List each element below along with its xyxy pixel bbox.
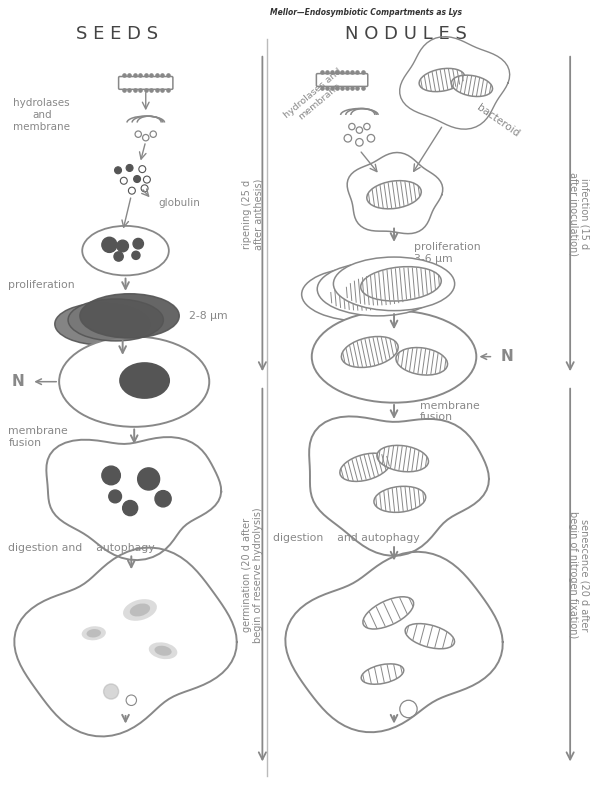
Ellipse shape — [452, 75, 492, 96]
Ellipse shape — [396, 347, 447, 375]
Text: Mellor—Endosymbiotic Compartments as Lys: Mellor—Endosymbiotic Compartments as Lys — [270, 9, 462, 17]
Circle shape — [115, 166, 122, 174]
Text: ripening (25 d
after anthesis): ripening (25 d after anthesis) — [242, 178, 264, 249]
Ellipse shape — [130, 604, 150, 616]
Text: N: N — [11, 374, 24, 389]
Circle shape — [103, 684, 119, 699]
Circle shape — [132, 251, 140, 260]
Text: digestion and    autophagy: digestion and autophagy — [8, 543, 155, 552]
Circle shape — [155, 491, 171, 507]
Ellipse shape — [367, 181, 421, 209]
Polygon shape — [347, 152, 443, 234]
Text: membrane
fusion: membrane fusion — [8, 426, 68, 448]
Ellipse shape — [80, 294, 179, 338]
Text: germination (20 d after
begin of reserve hydrolysis): germination (20 d after begin of reserve… — [242, 507, 264, 643]
Text: globulin: globulin — [158, 198, 200, 208]
Ellipse shape — [301, 267, 423, 321]
Ellipse shape — [149, 642, 177, 659]
Circle shape — [138, 468, 160, 490]
Text: membrane
fusion: membrane fusion — [420, 401, 480, 422]
Circle shape — [109, 490, 122, 503]
Circle shape — [123, 500, 138, 516]
Text: proliferation: proliferation — [8, 280, 75, 290]
Ellipse shape — [361, 267, 441, 301]
Ellipse shape — [405, 623, 454, 649]
Text: infection (15 d
after inoculation): infection (15 d after inoculation) — [568, 172, 590, 256]
Ellipse shape — [82, 626, 106, 641]
Text: N: N — [500, 350, 513, 365]
Text: digestion    and autophagy: digestion and autophagy — [273, 533, 420, 544]
Text: proliferation
3-6 μm: proliferation 3-6 μm — [414, 242, 481, 264]
Circle shape — [134, 175, 141, 182]
Circle shape — [114, 252, 124, 261]
Ellipse shape — [317, 262, 439, 316]
Polygon shape — [46, 437, 221, 560]
Circle shape — [133, 238, 144, 249]
Ellipse shape — [82, 226, 169, 275]
Text: 2-8 μm: 2-8 μm — [189, 311, 228, 321]
Ellipse shape — [154, 645, 171, 656]
Polygon shape — [400, 36, 509, 129]
Text: bacteroid: bacteroid — [475, 103, 521, 139]
Polygon shape — [285, 552, 503, 732]
Polygon shape — [309, 417, 489, 555]
Ellipse shape — [342, 337, 398, 368]
Ellipse shape — [340, 453, 391, 481]
Polygon shape — [14, 548, 237, 736]
Ellipse shape — [123, 599, 157, 621]
Circle shape — [102, 466, 121, 484]
FancyBboxPatch shape — [316, 73, 368, 87]
Ellipse shape — [345, 272, 425, 306]
Ellipse shape — [120, 363, 169, 398]
Text: S E E D S: S E E D S — [76, 24, 158, 43]
Ellipse shape — [86, 629, 101, 638]
Ellipse shape — [377, 445, 428, 472]
Text: hydrolases and
membrane: hydrolases and membrane — [282, 67, 350, 128]
Ellipse shape — [55, 303, 150, 345]
Ellipse shape — [329, 277, 410, 312]
Ellipse shape — [333, 257, 454, 311]
Circle shape — [102, 237, 117, 252]
Ellipse shape — [361, 664, 404, 684]
Ellipse shape — [374, 486, 426, 512]
Ellipse shape — [68, 299, 163, 341]
Ellipse shape — [363, 596, 414, 629]
FancyBboxPatch shape — [119, 77, 173, 89]
Text: senescence (20 d after
begin of nitrogen fixation): senescence (20 d after begin of nitrogen… — [568, 511, 590, 638]
Circle shape — [126, 164, 133, 171]
Text: hydrolases
and
membrane: hydrolases and membrane — [14, 99, 70, 132]
Text: N O D U L E S: N O D U L E S — [345, 24, 466, 43]
Circle shape — [117, 240, 128, 252]
Ellipse shape — [59, 337, 209, 427]
Ellipse shape — [419, 69, 465, 92]
Ellipse shape — [312, 311, 476, 402]
